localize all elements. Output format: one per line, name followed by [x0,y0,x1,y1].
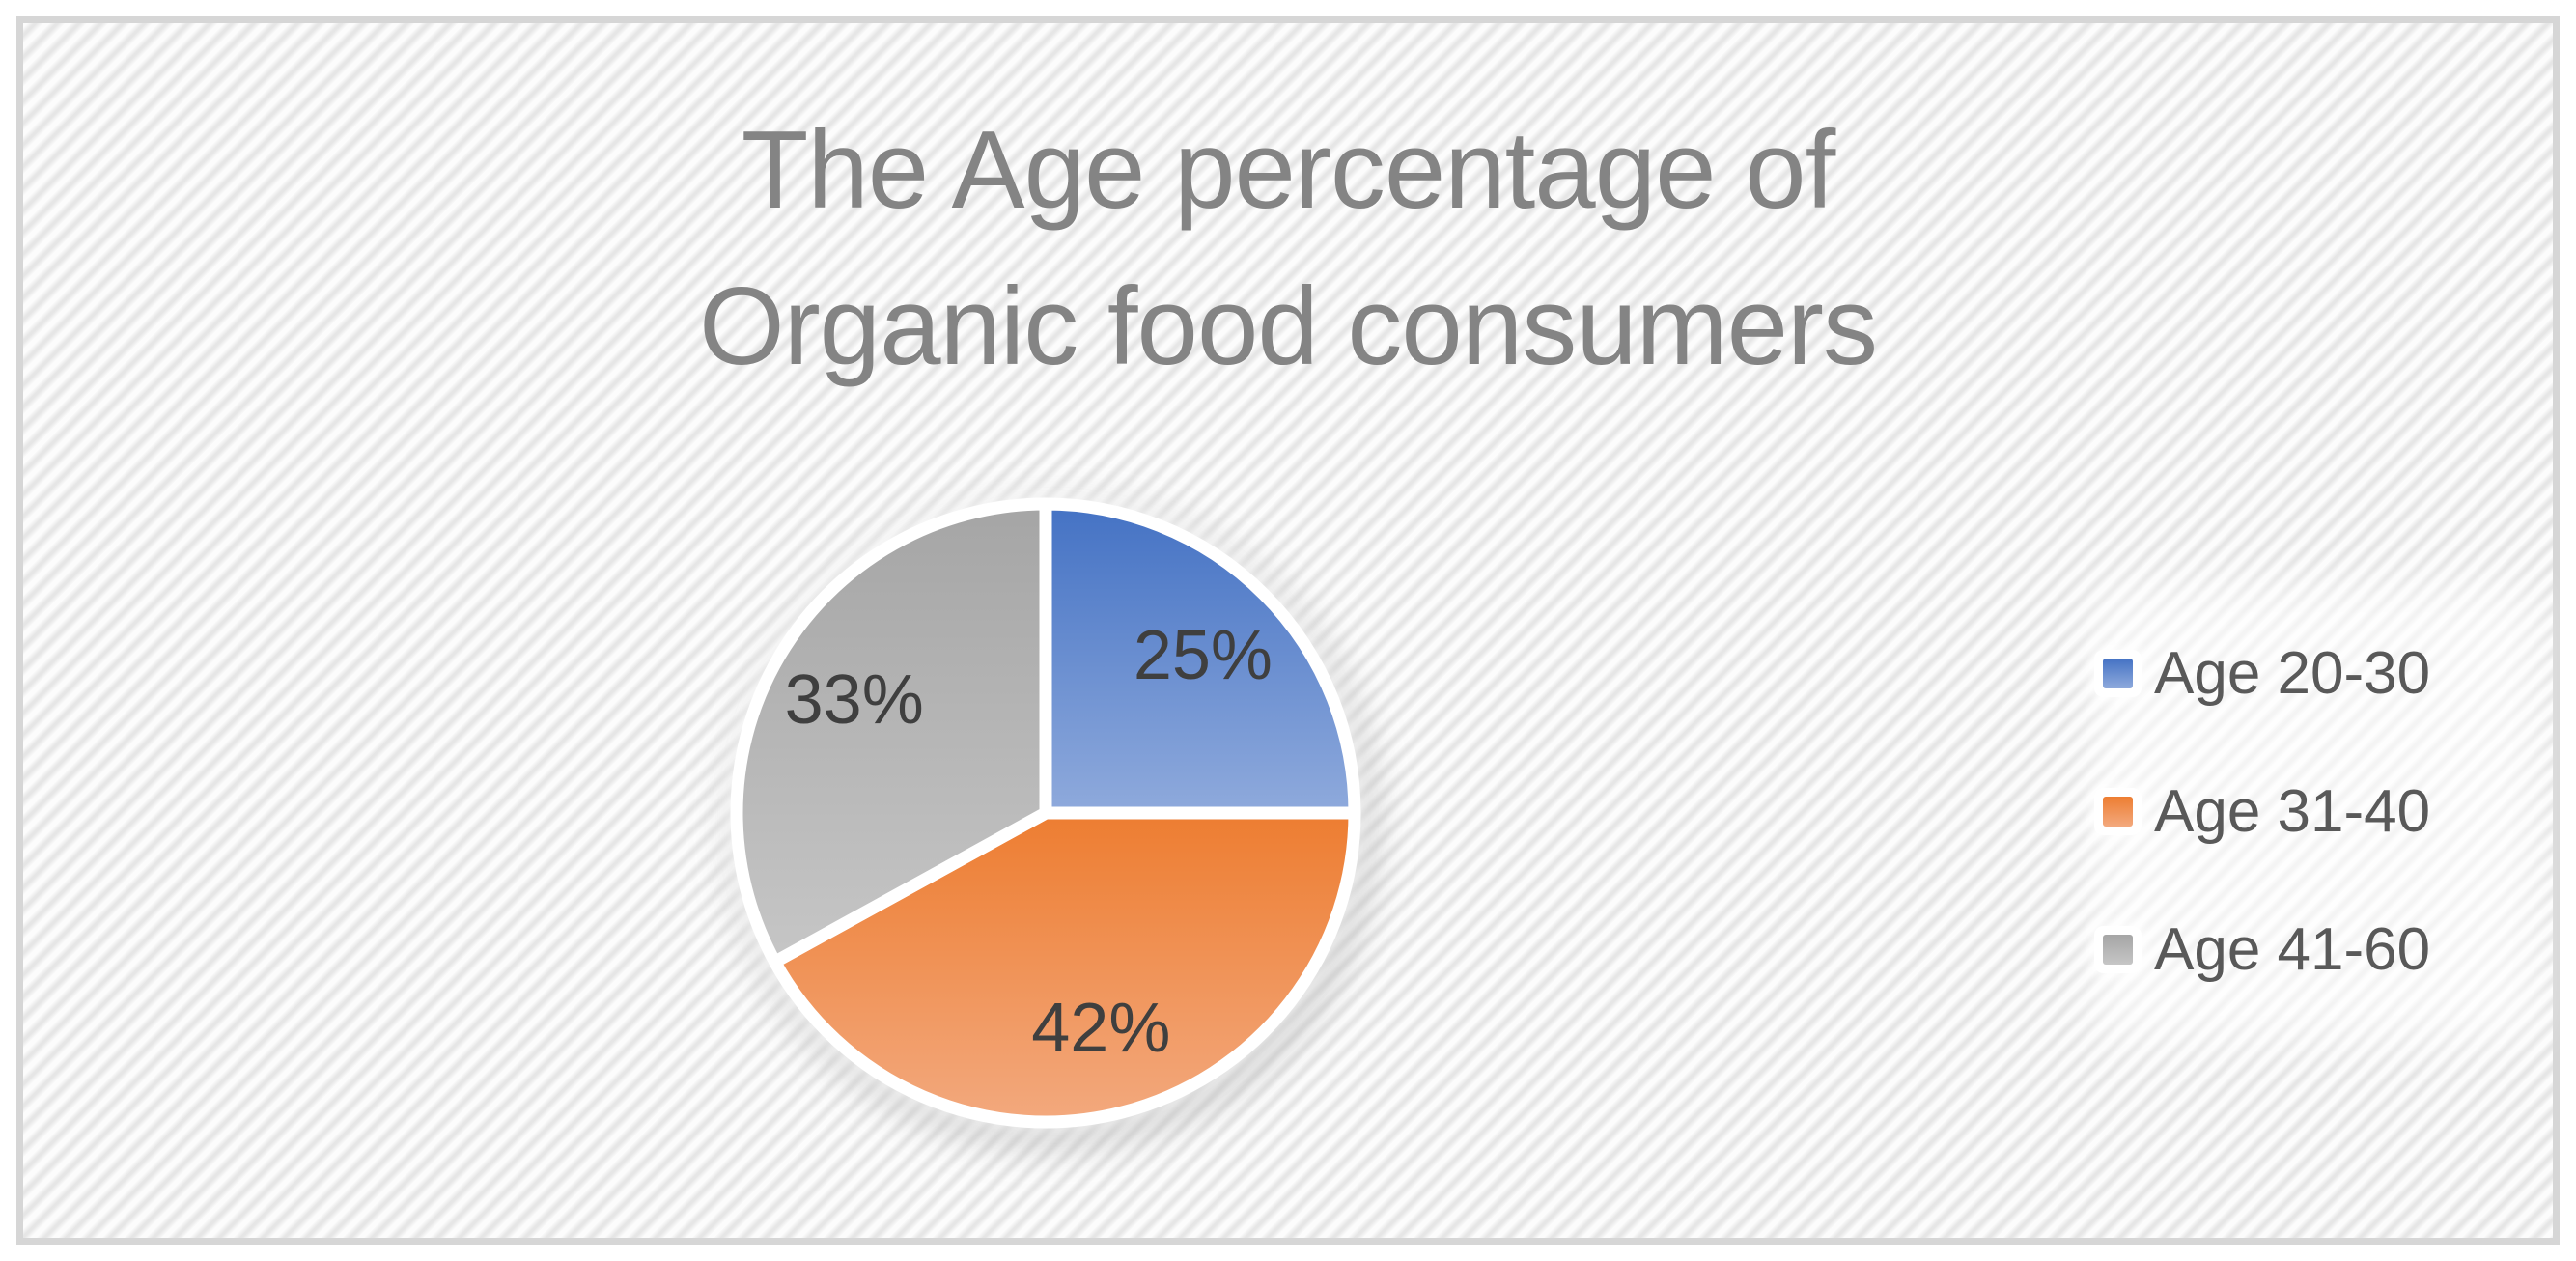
legend-swatch-icon [2103,935,2133,965]
legend-item-age-41-60: Age 41-60 [2103,909,2430,991]
legend-label: Age 41-60 [2154,916,2431,983]
data-label-age-31-40: 42% [1031,990,1171,1068]
chart-legend: Age 20-30 Age 31-40 Age 41-60 [2103,632,2430,1047]
chart-title-line-2: Organic food consumers [699,266,1878,388]
legend-glow [2088,585,2540,1043]
legend-label: Age 20-30 [2154,640,2431,707]
legend-item-age-31-40: Age 31-40 [2103,771,2430,853]
chart-title-line-1: The Age percentage of [741,109,1836,232]
legend-item-age-20-30: Age 20-30 [2103,632,2430,715]
pie-slice-age-31-40 [769,806,1361,1129]
pie-slice-age-20-30 [1039,497,1361,820]
chart-title: The Age percentage of Organic food consu… [322,93,2254,406]
data-label-age-41-60: 33% [784,660,924,739]
legend-swatch-icon [2103,797,2133,827]
pie-slice-age-41-60 [730,497,1052,968]
legend-swatch-icon [2103,659,2133,688]
legend-label: Age 31-40 [2154,778,2431,845]
pie-chart [698,465,1393,1161]
pie-svg [730,497,1361,1129]
data-label-age-20-30: 25% [1133,617,1273,695]
